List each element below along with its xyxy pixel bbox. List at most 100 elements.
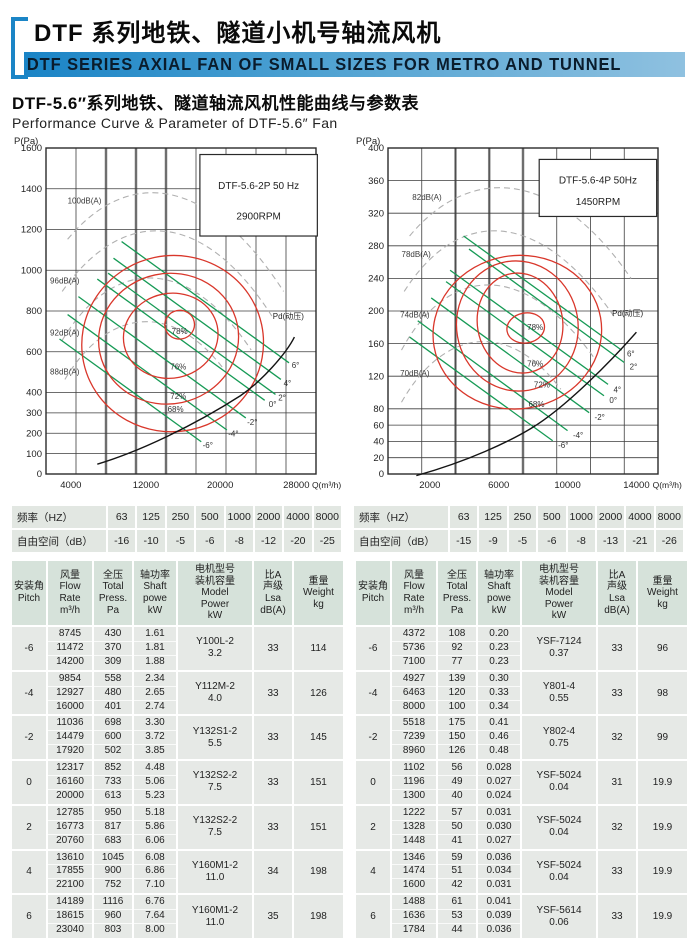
chart-title-line2: 1450RPM [576, 197, 620, 208]
octave-band-table: 频率（HZ） 63 125 250 500 1000 2000 4000 8000 自由空间（dB… [10, 504, 344, 554]
x-axis-title: Q(m³/h) [653, 480, 682, 490]
motor-model-line: Y112M-2 [195, 681, 235, 693]
band-value: -16 [105, 528, 138, 554]
param-row: 6 1488 1636 1784 61 53 44 0.041 0.039 0.036 YSF-56… [354, 893, 689, 940]
param-header-shaft: 轴功率 Shaft powe kW [132, 559, 178, 627]
motor-model-line: 7.5 [208, 827, 222, 839]
motor-model-cell: Y132S2-2 7.5 [176, 803, 254, 851]
flow-value: 4927 [392, 673, 436, 687]
band-value: 125 [477, 504, 509, 530]
band-value: 2000 [594, 504, 627, 530]
param-header-press: 全压 Total Press. Pa [436, 559, 478, 627]
flow-cell: 4372 5736 7100 [390, 624, 438, 672]
param-header-flow: 风量 Flow Rate m³/h [390, 559, 438, 627]
shaft-cell: 3.30 3.72 3.85 [132, 714, 178, 762]
shaft-value: 0.23 [489, 655, 509, 667]
noise-level-cell: 33 [252, 714, 294, 762]
section-heading: DTF-5.6″系列地铁、隧道轴流风机性能曲线与参数表 Performance … [12, 89, 685, 131]
press-value: 50 [438, 821, 476, 835]
param-row: 0 12317 16160 20000 852 733 613 4.48 5.06 5.23 Y13… [10, 759, 345, 806]
header-line: Lsa [264, 592, 282, 604]
pitch-cell: -2 [354, 714, 392, 762]
header-line: kW [147, 604, 163, 616]
noise-label: 96dB(A) [50, 276, 80, 285]
weight-cell: 19.9 [636, 893, 689, 940]
press-value: 53 [438, 910, 476, 925]
flow-value: 23040 [56, 924, 84, 936]
band-value: 4000 [282, 504, 314, 530]
y-tick-label: 120 [368, 371, 384, 382]
flow-value: 11036 [48, 717, 92, 732]
press-value: 42 [451, 879, 463, 891]
press-value: 175 [438, 717, 476, 732]
y-tick-label: 1000 [21, 265, 42, 276]
shaft-value: 5.86 [134, 821, 176, 835]
efficiency-label: 76% [170, 363, 186, 372]
header-line: Pa [106, 604, 120, 616]
flow-value: 1784 [402, 924, 426, 936]
flow-value: 17855 [48, 865, 92, 880]
weight-cell: 114 [292, 624, 345, 672]
noise-contour [401, 284, 594, 357]
noise-contour [409, 187, 632, 279]
motor-model-line: 0.55 [549, 693, 569, 705]
shaft-value: 3.72 [134, 731, 176, 746]
x-tick-label: 12000 [133, 480, 159, 491]
press-cell: 1116 960 803 [92, 893, 134, 940]
motor-model-cell: Y132S2-2 7.5 [176, 759, 254, 806]
shaft-cell: 0.41 0.46 0.48 [476, 714, 522, 762]
shaft-value: 0.034 [478, 865, 520, 880]
shaft-value: 0.23 [478, 642, 520, 656]
y-tick-label: 400 [26, 388, 42, 399]
pitch-cell: 0 [10, 759, 48, 806]
motor-model-line: 4.0 [208, 693, 222, 705]
shaft-value: 0.024 [486, 789, 512, 801]
x-tick-label: 14000 [623, 480, 649, 491]
press-value: 950 [94, 807, 132, 821]
blade-angle-line [449, 269, 609, 385]
parameter-table: 安装角 Pitch 风量 Flow Rate m³/h 全压 Total Press. Pa 轴功率… [10, 559, 345, 940]
motor-model-cell: Y801-4 0.55 [520, 669, 598, 717]
flow-value: 4372 [392, 628, 436, 642]
y-tick-label: 300 [26, 408, 42, 419]
pitch-cell: -4 [10, 669, 48, 717]
flow-cell: 1488 1636 1784 [390, 893, 438, 940]
shaft-value: 1.61 [134, 628, 176, 642]
efficiency-label: 76% [527, 359, 543, 368]
flow-value: 18615 [48, 910, 92, 925]
header-line: Rate [403, 592, 425, 604]
flow-value: 1196 [392, 776, 436, 790]
header-line: 重量 [652, 575, 673, 587]
motor-model-line: 0.06 [549, 916, 569, 928]
charts-row: 1600 1400 1200 1000 800 600 400 300 200 100 0 100dB… [10, 135, 685, 500]
flow-value: 1300 [402, 789, 426, 801]
shaft-value: 4.48 [134, 762, 176, 777]
press-value: 126 [448, 745, 466, 757]
blade-angle-line [445, 281, 605, 397]
flow-value: 1600 [402, 879, 426, 891]
title-banner: DTF SERIES AXIAL FAN OF SMALL SIZES FOR … [24, 52, 685, 77]
shaft-value: 5.06 [134, 776, 176, 790]
chart-title-line1: DTF-5.6-4P 50Hz [559, 175, 637, 186]
efficiency-contour [476, 272, 564, 374]
band-value: 8000 [653, 504, 686, 530]
band-value: -8 [565, 528, 597, 554]
page-header: DTF 系列地铁、隧道小机号轴流风机 DTF SERIES AXIAL FAN … [10, 0, 685, 79]
motor-model-cell: YSF-7124 0.37 [520, 624, 598, 672]
dynamic-pressure-label: Pd(动压) [612, 308, 643, 318]
band-value: 2000 [252, 504, 285, 530]
param-row: 4 13610 17855 22100 1045 900 752 6.08 6.86 7.10 Y1… [10, 848, 345, 896]
chart-title-box [199, 153, 318, 237]
y-tick-label: 600 [26, 347, 42, 358]
efficiency-label: 72% [170, 392, 186, 401]
shaft-value: 0.33 [478, 687, 520, 701]
pitch-cell: 6 [354, 893, 392, 940]
flow-value: 1636 [392, 910, 436, 925]
shaft-value: 0.039 [478, 910, 520, 925]
row-label: 自由空间（dB） [352, 528, 450, 554]
flow-value: 1328 [392, 821, 436, 835]
band-value: -15 [447, 528, 480, 554]
pitch-cell: 2 [10, 803, 48, 851]
x-tick-label: 2000 [419, 480, 440, 491]
header-line: 装机容量 [195, 575, 235, 587]
